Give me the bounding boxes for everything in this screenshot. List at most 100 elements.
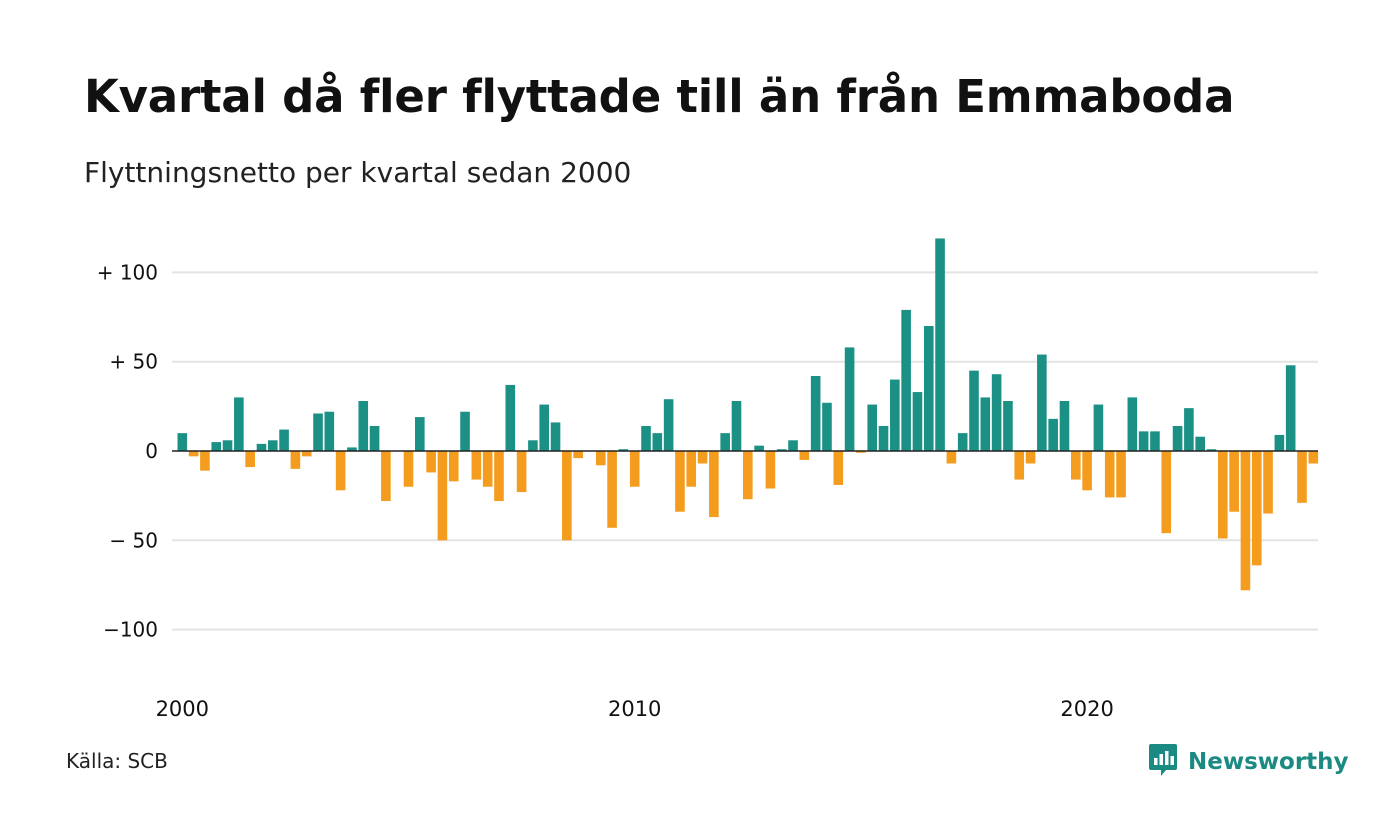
bar <box>234 397 244 451</box>
bar <box>788 440 798 451</box>
bar <box>516 451 527 493</box>
bar <box>494 451 504 502</box>
y-tick-label: + 100 <box>97 260 158 284</box>
bar <box>607 451 617 528</box>
bar <box>313 413 323 451</box>
bar <box>1048 418 1058 451</box>
bar <box>267 440 278 451</box>
bar <box>1025 451 1036 464</box>
bar <box>1104 451 1115 498</box>
y-tick-label: − 50 <box>109 528 158 552</box>
bar <box>358 400 369 451</box>
bar <box>799 451 810 460</box>
bar <box>1093 404 1104 451</box>
bar <box>471 451 482 480</box>
bar <box>663 399 674 451</box>
bar <box>743 451 753 500</box>
bar <box>675 451 685 512</box>
bar <box>573 451 583 459</box>
bar <box>856 451 866 453</box>
bar <box>890 379 900 451</box>
bar <box>347 447 357 451</box>
bar <box>437 451 448 541</box>
brand-logo[interactable]: Newsworthy <box>1148 742 1349 782</box>
bar <box>1037 354 1047 451</box>
newsworthy-logo-icon <box>1148 742 1178 782</box>
bar <box>1206 449 1217 451</box>
bar <box>901 309 911 451</box>
bar <box>731 400 742 451</box>
bar <box>1251 451 1262 566</box>
bar <box>482 451 493 487</box>
bar <box>957 433 968 451</box>
bar <box>912 392 923 451</box>
bar <box>629 451 640 487</box>
bar <box>211 442 222 451</box>
bar <box>686 451 697 487</box>
bar <box>991 374 1002 451</box>
bar <box>1263 451 1273 514</box>
gridlines <box>172 271 1318 631</box>
bar <box>935 238 945 451</box>
bar <box>1240 451 1251 591</box>
bar <box>720 433 730 451</box>
bar <box>641 425 651 451</box>
bar <box>946 451 957 464</box>
bar <box>550 422 561 451</box>
bar <box>1285 365 1296 451</box>
bar <box>1082 451 1092 491</box>
bar <box>595 451 606 466</box>
bar <box>1150 431 1160 451</box>
x-tick-label: 2020 <box>1060 697 1113 721</box>
bar <box>448 451 459 482</box>
bar <box>1184 408 1194 451</box>
bar <box>301 451 312 457</box>
bar <box>618 449 629 451</box>
bar <box>1138 431 1149 451</box>
bar <box>415 417 425 451</box>
bar <box>222 440 233 451</box>
bar <box>1195 436 1205 451</box>
bar <box>1014 451 1025 480</box>
bar <box>844 347 855 451</box>
bar <box>1218 451 1228 539</box>
bar <box>969 370 979 451</box>
bar <box>867 404 878 451</box>
bar <box>335 451 346 491</box>
y-tick-label: −100 <box>103 618 158 642</box>
bar <box>1297 451 1307 503</box>
bar <box>528 440 538 451</box>
bar <box>980 397 991 451</box>
bar <box>1229 451 1239 512</box>
bar <box>290 451 301 469</box>
bar <box>1059 400 1070 451</box>
bar <box>505 384 516 451</box>
y-tick-label: 0 <box>145 439 158 463</box>
x-tick-label: 2010 <box>608 697 661 721</box>
bar <box>381 451 391 502</box>
bar <box>652 433 663 451</box>
chart-title: Kvartal då fler flyttade till än från Em… <box>84 70 1235 123</box>
x-axis-ticks: 2000 2010 2020 <box>156 697 1114 721</box>
chart-subtitle: Flyttningsnetto per kvartal sedan 2000 <box>84 156 632 189</box>
y-tick-label: + 50 <box>109 350 158 374</box>
bar <box>878 425 889 451</box>
y-axis-ticks: + 100 + 50 0 − 50 −100 <box>97 260 158 641</box>
bar <box>810 375 821 451</box>
bar <box>833 451 844 485</box>
bar <box>177 433 188 451</box>
bar <box>403 451 414 487</box>
bar <box>324 411 335 451</box>
bar <box>369 425 380 451</box>
bar <box>188 451 199 457</box>
bar <box>1003 400 1013 451</box>
bar <box>1116 451 1126 498</box>
bar <box>1161 451 1172 534</box>
bars <box>177 238 1319 591</box>
bar <box>1274 434 1285 451</box>
bar <box>709 451 719 518</box>
bar <box>562 451 572 541</box>
bar <box>923 325 934 451</box>
bar <box>1127 397 1138 451</box>
